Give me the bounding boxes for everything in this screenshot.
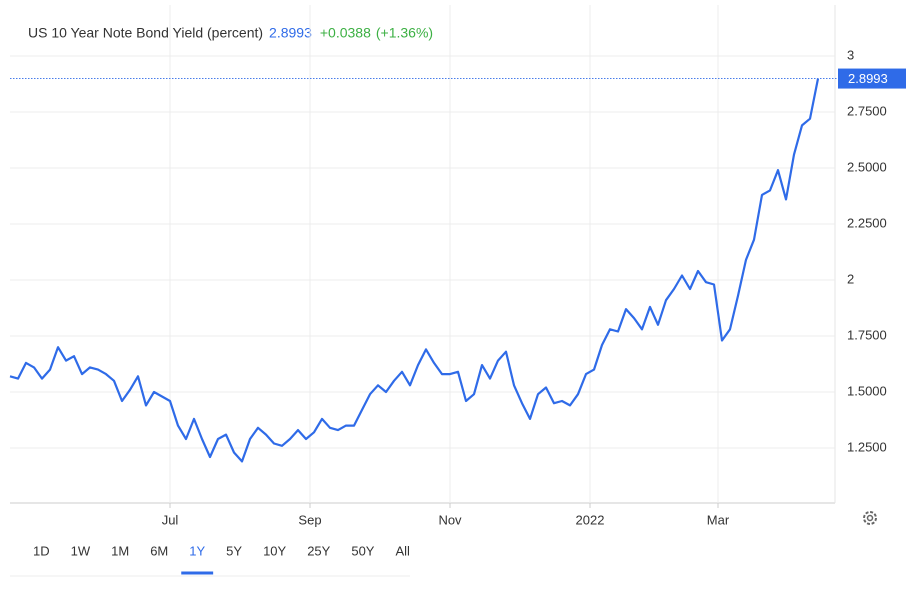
last-value: 2.8993 xyxy=(269,25,312,41)
x-tick-label: 2022 xyxy=(576,512,605,527)
y-tick-label: 1.2500 xyxy=(847,439,887,454)
y-tick-label: 2.5000 xyxy=(847,159,887,174)
y-tick-label: 3 xyxy=(847,47,854,62)
range-button[interactable]: 5Y xyxy=(226,543,242,558)
x-tick-label: Nov xyxy=(438,512,462,527)
x-tick-label: Sep xyxy=(298,512,321,527)
range-button[interactable]: 1D xyxy=(33,543,50,558)
y-tick-label: 1.5000 xyxy=(847,383,887,398)
range-button[interactable]: 1W xyxy=(71,543,91,558)
chart-title: US 10 Year Note Bond Yield (percent) xyxy=(28,25,263,41)
settings-icon[interactable] xyxy=(863,511,877,525)
range-button[interactable]: 1Y xyxy=(189,543,205,558)
last-value-label: 2.8993 xyxy=(848,71,888,86)
yield-line xyxy=(9,78,820,463)
range-button[interactable]: 50Y xyxy=(351,543,374,558)
range-button[interactable]: 1M xyxy=(111,543,129,558)
range-button[interactable]: 25Y xyxy=(307,543,330,558)
range-button[interactable]: 6M xyxy=(150,543,168,558)
x-tick-label: Mar xyxy=(707,512,730,527)
y-tick-label: 2 xyxy=(847,271,854,286)
last-value-badge xyxy=(838,68,906,89)
change: +0.0388 xyxy=(320,25,371,41)
change-percent: (+1.36%) xyxy=(376,25,433,41)
y-tick-label: 2.7500 xyxy=(847,103,887,118)
x-tick-label: Jul xyxy=(162,512,179,527)
range-button[interactable]: All xyxy=(395,543,410,558)
y-tick-label: 1.7500 xyxy=(847,327,887,342)
range-button[interactable]: 10Y xyxy=(263,543,286,558)
y-tick-label: 2.2500 xyxy=(847,215,887,230)
